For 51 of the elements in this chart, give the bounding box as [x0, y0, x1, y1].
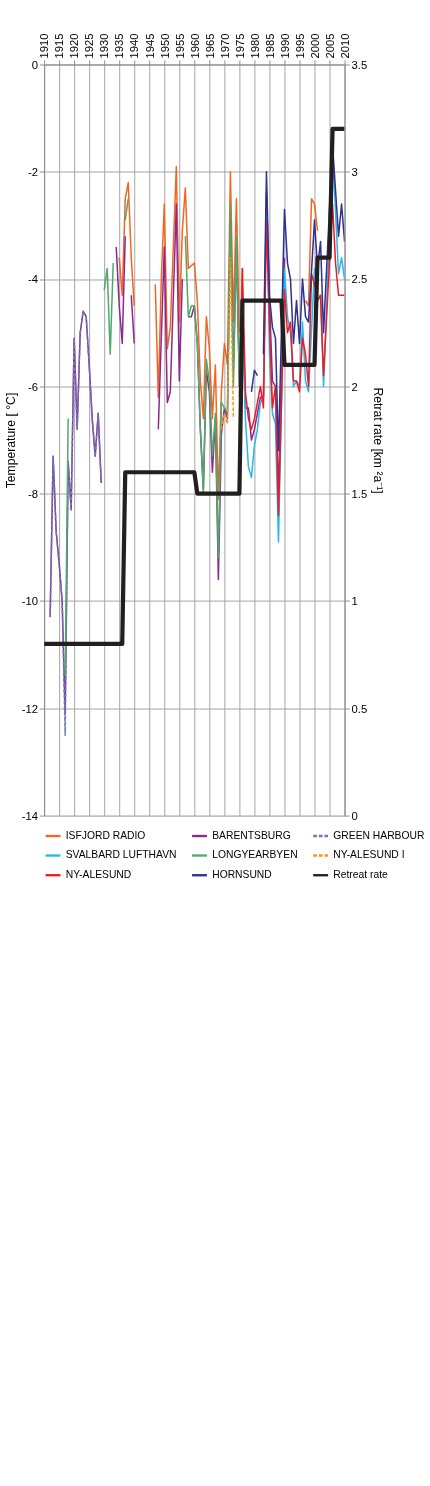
x-tick-label: 1950 [158, 33, 171, 59]
x-tick-label: 1990 [278, 33, 291, 59]
y2-tick-label: 2.5 [351, 273, 368, 286]
x-tick-label: 1970 [218, 33, 231, 59]
y-axis-title: Temperature [ °C] [4, 392, 19, 489]
x-tick-label: 2005 [323, 33, 336, 59]
x-tick-label: 1915 [53, 33, 66, 59]
line-series [44, 126, 345, 647]
x-tick-label: 2000 [308, 33, 321, 59]
y2-tick-label: 3.5 [351, 58, 368, 71]
x-tick-label: 1985 [263, 33, 276, 59]
y2-tick-label: 2 [351, 380, 358, 393]
legend-label: LONGYEARBYEN [212, 849, 298, 861]
y-tick-label: 0 [31, 58, 39, 71]
x-tick-label: 1955 [173, 33, 186, 59]
y-tick-label: -8 [28, 487, 39, 500]
x-tick-label: 1925 [83, 33, 96, 59]
x-tick-label: 1920 [68, 33, 81, 59]
x-tick-label: 1995 [293, 33, 306, 59]
line-series [220, 256, 235, 431]
legend-label: NY-ALESUND I [333, 849, 405, 861]
x-tick-label: 1975 [233, 33, 246, 59]
legend-label: HORNSUND [212, 869, 272, 881]
y-tick-label: -10 [21, 595, 39, 608]
y-tick-label: -2 [28, 166, 39, 179]
y2-tick-label: 0 [351, 809, 358, 822]
y-tick-label: -14 [21, 809, 39, 822]
x-tick-label: 1980 [248, 33, 261, 59]
x-tick-label: 1930 [98, 33, 111, 59]
legend-label: ISFJORD RADIO [65, 829, 146, 841]
legend-label: Retreat rate [333, 869, 389, 881]
legend-label: NY-ALESUND [65, 869, 132, 881]
y-tick-label: -12 [21, 702, 39, 715]
x-tick-label: 1940 [128, 33, 141, 59]
x-tick-label: 1945 [143, 33, 156, 59]
line-series [49, 310, 102, 736]
y2-tick-label: 1 [351, 595, 358, 608]
y2-tick-label: 0.5 [351, 702, 368, 715]
legend-label: BARENTSBURG [212, 829, 291, 841]
x-tick-label: 1965 [203, 33, 216, 59]
x-tick-label: 2010 [338, 33, 351, 59]
y2-axis-title: Retrat rate [km ²a⁻¹] [370, 387, 385, 494]
x-tick-label: 1935 [113, 33, 126, 59]
x-tick-label: 1960 [188, 33, 201, 59]
legend-label: GREEN HARBOUR [333, 829, 425, 841]
y-tick-label: -6 [28, 380, 39, 393]
legend-label: SVALBARD LUFTHAVN [65, 849, 177, 861]
y2-tick-label: 3 [351, 166, 358, 179]
x-tick-label: 1910 [38, 33, 51, 59]
y-tick-label: -4 [28, 273, 39, 286]
y2-tick-label: 1.5 [351, 487, 368, 500]
